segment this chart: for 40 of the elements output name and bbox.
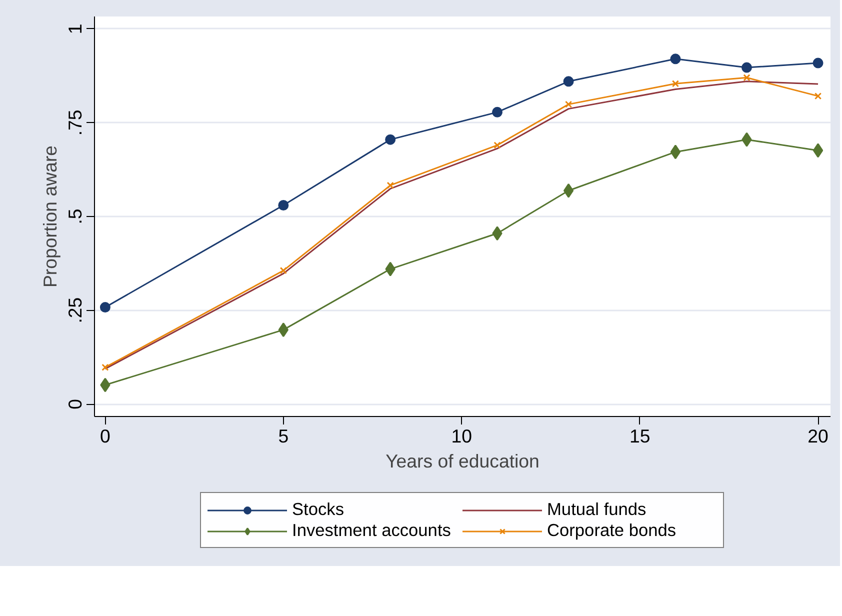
x-tick-label: 10 bbox=[451, 426, 472, 446]
point bbox=[742, 132, 752, 147]
point bbox=[670, 54, 681, 64]
point bbox=[563, 183, 574, 198]
point bbox=[741, 62, 752, 73]
y-axis-title: Proportion aware bbox=[40, 145, 60, 288]
legend-label: Corporate bonds bbox=[547, 520, 678, 541]
x-tick-label: 15 bbox=[629, 426, 650, 446]
x-axis-title: Years of education bbox=[386, 450, 540, 472]
point bbox=[492, 106, 502, 118]
x-tick-label: 0 bbox=[100, 426, 110, 446]
x-tick-label: 5 bbox=[278, 426, 289, 446]
point bbox=[100, 302, 110, 313]
x-tick-label: 20 bbox=[808, 426, 828, 446]
point bbox=[492, 226, 502, 241]
legend-label: Investment accounts bbox=[292, 520, 452, 541]
point bbox=[102, 364, 109, 371]
legend-label: Mutual funds bbox=[547, 499, 648, 520]
point bbox=[672, 80, 680, 88]
point bbox=[278, 200, 289, 210]
point bbox=[812, 58, 824, 68]
point bbox=[564, 100, 572, 108]
point bbox=[812, 143, 824, 158]
y-tick-label: .25 bbox=[64, 297, 86, 324]
point bbox=[385, 134, 396, 145]
point bbox=[494, 142, 501, 149]
point bbox=[100, 378, 110, 392]
point bbox=[814, 92, 822, 100]
y-tick-label: .75 bbox=[64, 110, 86, 136]
y-tick-label: 1 bbox=[64, 24, 86, 34]
point bbox=[386, 182, 394, 189]
y-tick-label: 0 bbox=[64, 398, 86, 410]
point bbox=[743, 74, 750, 82]
point bbox=[670, 144, 681, 160]
point bbox=[278, 322, 288, 338]
y-tick-label: .5 bbox=[64, 208, 86, 224]
legend-label: Stocks bbox=[292, 499, 346, 520]
point bbox=[563, 76, 574, 87]
point bbox=[385, 262, 396, 276]
point bbox=[280, 266, 287, 274]
